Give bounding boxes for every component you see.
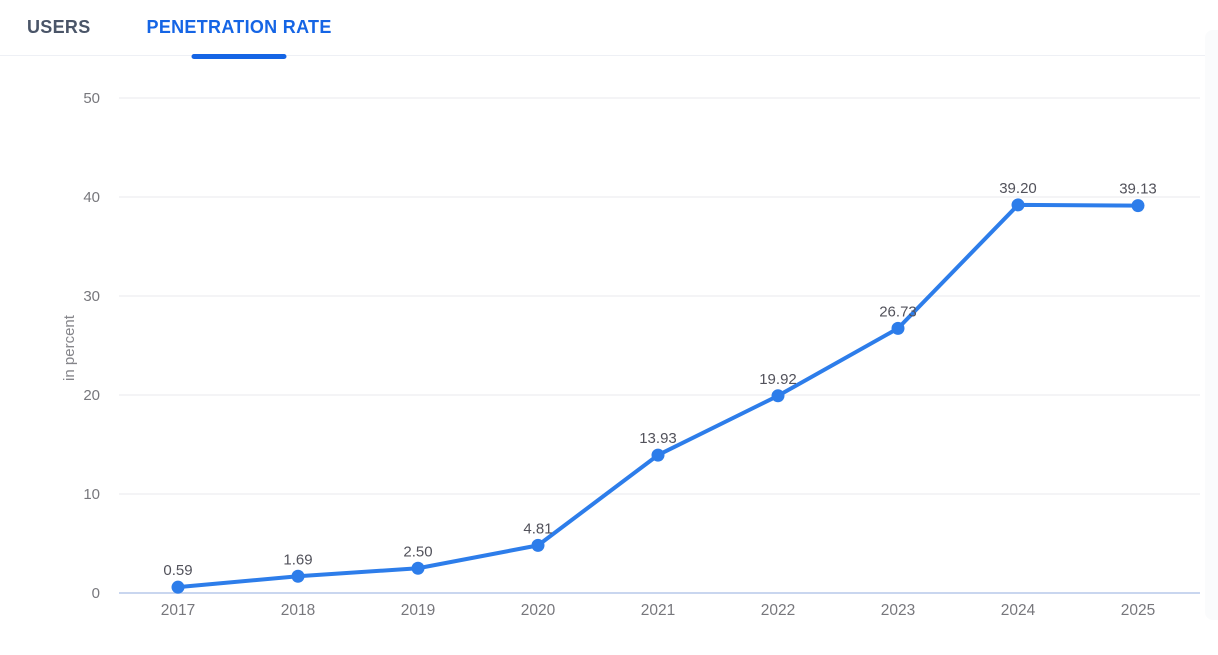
y-tick-label: 20	[83, 387, 100, 404]
x-tick-label: 2021	[641, 602, 675, 619]
point-label: 19.92	[759, 371, 797, 388]
data-point[interactable]	[411, 561, 425, 575]
chart-area: 0 10 20 30 40 50 2017 2018 2019 2020 2021 2022 2023 2…	[0, 55, 1218, 655]
x-tick-label: 2020	[521, 602, 556, 619]
tab-users[interactable]: USERS	[27, 0, 91, 56]
point-label: 4.81	[523, 520, 552, 537]
point-label: 2.50	[403, 543, 432, 560]
x-tick-label: 2022	[761, 602, 795, 619]
tab-users-label: USERS	[27, 17, 91, 37]
y-tick-label: 30	[83, 288, 100, 305]
tab-penetration-rate[interactable]: PENETRATION RATE	[146, 0, 332, 59]
point-label: 13.93	[639, 430, 677, 447]
data-point[interactable]	[1131, 199, 1145, 213]
data-point[interactable]	[651, 448, 665, 462]
chart-tab-bar: USERS PENETRATION RATE	[0, 0, 1218, 59]
data-point[interactable]	[291, 569, 305, 583]
y-axis-title: in percent	[61, 314, 78, 381]
line-series	[176, 202, 1140, 590]
tab-penetration-rate-label: PENETRATION RATE	[146, 17, 332, 37]
y-tick-label: 0	[92, 585, 100, 602]
data-point[interactable]	[531, 538, 545, 552]
point-label: 39.13	[1119, 181, 1157, 198]
x-tick-label: 2024	[1001, 602, 1036, 619]
page-edge-shade	[1205, 30, 1218, 620]
x-tick-label: 2018	[281, 602, 315, 619]
point-label: 26.73	[879, 303, 917, 320]
data-point[interactable]	[171, 580, 185, 594]
active-tab-indicator	[191, 53, 287, 59]
data-point[interactable]	[1011, 198, 1025, 212]
point-label: 0.59	[163, 562, 192, 579]
point-label: 39.20	[999, 180, 1037, 197]
y-tick-label: 10	[83, 486, 100, 503]
x-tick-label: 2023	[881, 602, 915, 619]
x-tick-label: 2025	[1121, 602, 1155, 619]
point-label: 1.69	[283, 551, 312, 568]
x-tick-label: 2019	[401, 602, 435, 619]
data-point[interactable]	[771, 389, 785, 403]
y-tick-label: 40	[83, 189, 100, 206]
y-tick-label: 50	[83, 90, 100, 107]
penetration-rate-chart: 0 10 20 30 40 50 2017 2018 2019 2020 2021 2022 2023 2…	[61, 90, 1200, 619]
x-tick-label: 2017	[161, 602, 195, 619]
data-point[interactable]	[891, 321, 905, 335]
